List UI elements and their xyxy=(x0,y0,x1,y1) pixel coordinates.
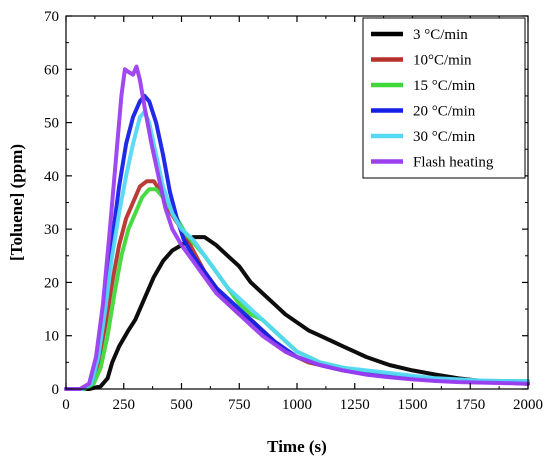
legend-label-2: 15 °C/min xyxy=(413,78,476,94)
legend: 3 °C/min 10°C/min 15 °C/min 20 °C/min 30 °C/… xyxy=(362,17,526,179)
y-tick-label: 10 xyxy=(44,329,59,345)
y-tick-label: 60 xyxy=(44,62,59,78)
series-line-0 xyxy=(64,235,530,391)
y-tick-label: 0 xyxy=(52,382,60,398)
y-tick-label: 70 xyxy=(44,9,59,25)
legend-label-4: 30 °C/min xyxy=(413,129,476,145)
series-layer xyxy=(64,64,530,391)
y-tick-label: 20 xyxy=(44,275,59,291)
axes-layer: 0 250 500 750 1000 1250 1500 1750 2000 0 10 20 30 40 5… xyxy=(44,9,543,413)
x-tick-label: 250 xyxy=(113,397,136,413)
y-tick-label: 40 xyxy=(44,169,59,185)
legend-label-5: Flash heating xyxy=(413,155,494,171)
legend-label-1: 10°C/min xyxy=(413,53,472,69)
x-axis-title: Time (s) xyxy=(267,437,327,456)
legend-label-3: 20 °C/min xyxy=(413,104,476,120)
x-tick-label: 1000 xyxy=(282,397,312,413)
x-tick-label: 500 xyxy=(170,397,193,413)
y-tick-label: 30 xyxy=(44,222,59,238)
series-line-4 xyxy=(64,109,530,391)
x-tick-label: 0 xyxy=(62,397,70,413)
legend-box xyxy=(362,17,526,179)
x-tick-label: 1250 xyxy=(340,397,370,413)
y-tick-label: 50 xyxy=(44,116,59,132)
x-tick-label: 1500 xyxy=(398,397,428,413)
legend-label-0: 3 °C/min xyxy=(413,27,468,43)
x-tick-label: 1750 xyxy=(455,397,485,413)
series-line-5 xyxy=(64,64,530,391)
x-tick-label: 2000 xyxy=(513,397,543,413)
y-axis-title: [Toluene] (ppm) xyxy=(7,144,26,261)
x-tick-label: 750 xyxy=(228,397,251,413)
